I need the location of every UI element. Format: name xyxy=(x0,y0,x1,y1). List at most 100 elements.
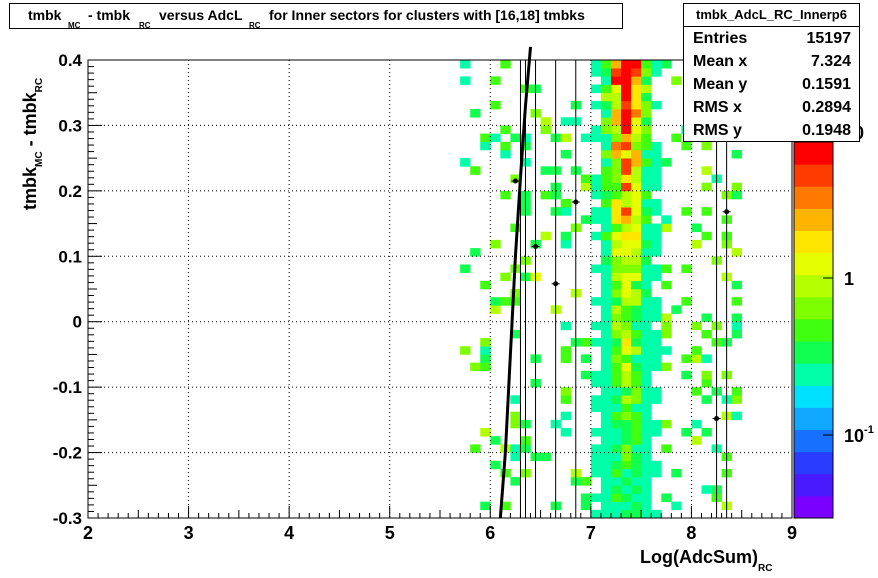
heatmap-cell xyxy=(560,346,572,355)
heatmap-cell xyxy=(610,76,622,85)
heatmap-cell xyxy=(621,158,632,167)
heatmap-cell xyxy=(621,354,632,363)
heatmap-cell xyxy=(641,501,652,511)
heatmap-cell xyxy=(600,117,612,126)
heatmap-cell xyxy=(621,109,632,118)
heatmap-cell xyxy=(651,419,662,429)
heatmap-cell xyxy=(610,117,622,126)
heatmap-cell xyxy=(500,468,511,478)
heatmap-cell xyxy=(621,501,632,511)
heatmap-cell xyxy=(580,501,592,511)
heatmap-cell xyxy=(600,403,612,412)
heatmap-cell xyxy=(510,133,521,143)
color-bar-bin xyxy=(794,296,833,320)
heatmap-cell xyxy=(641,60,652,69)
heatmap-cell xyxy=(691,346,702,355)
heatmap-cell xyxy=(621,182,632,192)
heatmap-cell xyxy=(641,297,652,306)
heatmap-cell xyxy=(631,239,642,249)
heatmap-cell xyxy=(671,501,682,511)
heatmap-cell xyxy=(560,387,572,396)
heatmap-cell xyxy=(641,166,652,175)
heatmap-cell xyxy=(600,444,612,453)
heatmap-cell xyxy=(631,158,642,167)
heatmap-cell xyxy=(701,313,712,323)
heatmap-cell xyxy=(621,444,632,453)
heatmap-cell xyxy=(641,419,652,429)
heatmap-cell xyxy=(731,248,743,257)
heatmap-cell xyxy=(580,215,592,224)
heatmap-cell xyxy=(610,493,622,502)
color-bar-bin xyxy=(794,186,833,209)
heatmap-cell xyxy=(641,149,652,159)
heatmap-cell xyxy=(590,125,602,134)
heatmap-cell xyxy=(621,338,632,347)
heatmap-cell xyxy=(631,223,642,233)
heatmap-cell xyxy=(610,166,622,175)
heatmap-cell xyxy=(510,411,521,421)
heatmap-cell xyxy=(641,264,652,273)
heatmap-cell xyxy=(621,223,632,233)
heatmap-cell xyxy=(610,411,622,421)
heatmap-cell xyxy=(681,264,692,273)
heatmap-cell xyxy=(621,297,632,306)
heatmap-cell xyxy=(641,207,652,216)
heatmap-cell xyxy=(621,84,632,94)
heatmap-cell xyxy=(590,182,602,192)
heatmap-cell xyxy=(661,264,672,273)
heatmap-cell xyxy=(621,100,632,110)
stats-box: tmbk_AdcL_RC_Innerp6 Entries 15197 Mean x… xyxy=(683,3,860,142)
heatmap-cell xyxy=(641,338,652,347)
color-bar-bin xyxy=(794,451,833,475)
heatmap-cell xyxy=(600,215,612,224)
heatmap-cell xyxy=(600,125,612,134)
heatmap-cell xyxy=(731,321,743,331)
heatmap-cell xyxy=(651,354,662,363)
heatmap-cell xyxy=(510,452,521,462)
heatmap-cell xyxy=(631,419,642,429)
heatmap-cell xyxy=(631,109,642,118)
x-tick-label: 9 xyxy=(787,523,797,543)
profile-point xyxy=(573,199,579,205)
x-tick-label: 3 xyxy=(184,523,194,543)
heatmap-cell xyxy=(631,436,642,445)
heatmap-cell xyxy=(641,223,652,233)
heatmap-cell xyxy=(600,182,612,192)
heatmap-cell xyxy=(631,289,642,298)
heatmap-cell xyxy=(600,378,612,388)
heatmap-cell xyxy=(560,411,572,421)
heatmap-cell xyxy=(731,387,743,396)
x-tick-label: 6 xyxy=(485,523,495,543)
heatmap-cell xyxy=(621,76,632,85)
heatmap-cell xyxy=(641,329,652,339)
heatmap-cell xyxy=(590,378,602,388)
heatmap-cell xyxy=(641,289,652,298)
heatmap-cell xyxy=(631,141,642,151)
heatmap-cell xyxy=(621,239,632,249)
color-bar-bin xyxy=(794,429,833,453)
heatmap-cell xyxy=(621,460,632,470)
heatmap-cell xyxy=(610,256,622,265)
heatmap-cell xyxy=(631,362,642,372)
profile-point xyxy=(724,209,730,215)
color-bar-bin xyxy=(794,142,833,165)
heatmap-cell xyxy=(600,272,612,282)
heatmap-cell xyxy=(610,370,622,380)
heatmap-cell xyxy=(641,272,652,282)
heatmap-cell xyxy=(600,468,612,478)
heatmap-cell xyxy=(701,141,712,151)
heatmap-cell xyxy=(641,354,652,363)
heatmap-cell xyxy=(631,477,642,486)
heatmap-cell xyxy=(500,297,511,306)
heatmap-cell xyxy=(681,354,692,363)
heatmap-cell xyxy=(510,395,521,404)
heatmap-cell xyxy=(691,436,702,445)
heatmap-cell xyxy=(590,264,602,273)
heatmap-cell xyxy=(641,231,652,241)
x-tick-label: 8 xyxy=(686,523,696,543)
heatmap-cell xyxy=(480,354,491,363)
heatmap-cell xyxy=(610,141,622,151)
heatmap-cell xyxy=(590,133,602,143)
heatmap-cell xyxy=(651,182,662,192)
heatmap-cell xyxy=(621,256,632,265)
